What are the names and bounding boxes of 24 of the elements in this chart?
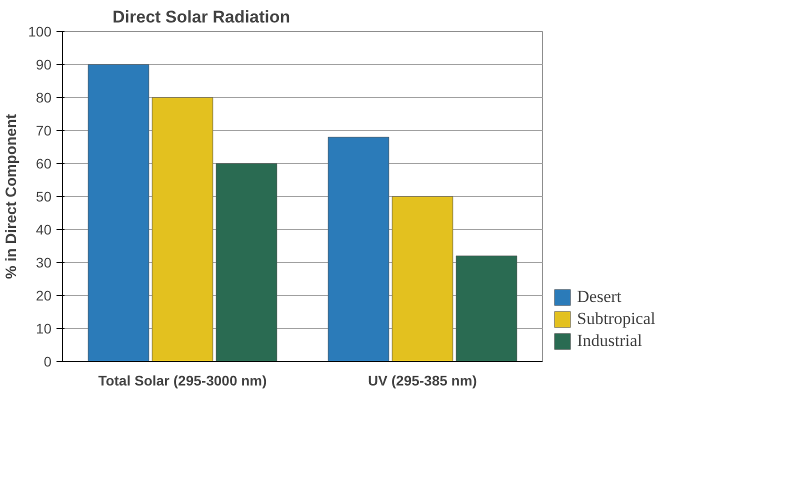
legend-label: Desert (577, 287, 622, 307)
y-tick-label: 90 (36, 56, 52, 72)
chart-title: Direct Solar Radiation (112, 8, 290, 26)
bar (328, 136, 390, 362)
x-tick-label: UV (295-385 nm) (368, 372, 477, 388)
bar (392, 196, 454, 362)
bar (456, 256, 518, 362)
legend-label: Subtropical (577, 309, 656, 329)
y-tick-label: 40 (36, 222, 52, 238)
bar (216, 163, 278, 362)
y-tick-label: 10 (36, 320, 52, 336)
bar (152, 97, 214, 362)
y-tick-label: 70 (36, 122, 52, 138)
y-tick-label: 30 (36, 254, 52, 270)
y-axis-title: % in Direct Component (3, 114, 20, 280)
y-tick-label: 20 (36, 288, 52, 304)
y-tick-label: 60 (36, 156, 52, 172)
y-tick-label: 100 (28, 24, 52, 40)
y-tick-label: 80 (36, 90, 52, 106)
y-tick-label: 0 (44, 354, 52, 370)
x-tick-label: Total Solar (295-3000 nm) (98, 372, 267, 388)
bar (88, 64, 150, 362)
legend-label: Industrial (577, 331, 642, 351)
y-tick-label: 50 (36, 188, 52, 204)
